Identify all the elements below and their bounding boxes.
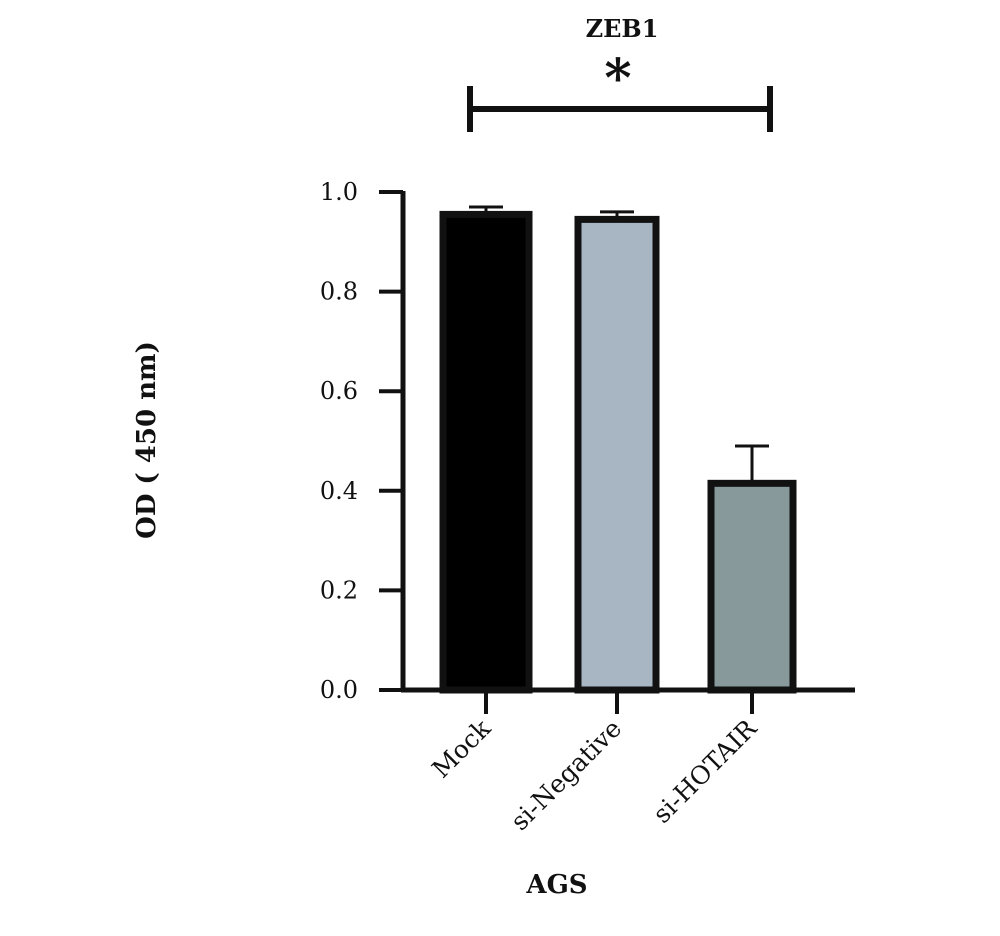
bar	[574, 215, 660, 694]
y-tick-label: 0.4	[320, 477, 358, 505]
y-tick-label: 0.0	[320, 676, 358, 704]
y-tick-label: 0.2	[320, 576, 358, 604]
bar	[439, 210, 533, 694]
y-tick-label: 0.6	[320, 377, 358, 405]
bar	[707, 479, 797, 694]
significance-marker: *	[604, 48, 631, 109]
y-axis-label: OD ( 450 nm)	[132, 341, 162, 539]
x-axis-label: AGS	[525, 870, 587, 900]
y-tick-label: 0.8	[320, 278, 358, 306]
y-tick-label: 1.0	[320, 178, 358, 206]
chart-title: ZEB1	[586, 14, 659, 43]
x-tick-label: si-Negative	[505, 714, 627, 836]
x-tick-label: Mock	[426, 713, 496, 783]
x-tick-label: si-HOTAIR	[647, 713, 763, 829]
